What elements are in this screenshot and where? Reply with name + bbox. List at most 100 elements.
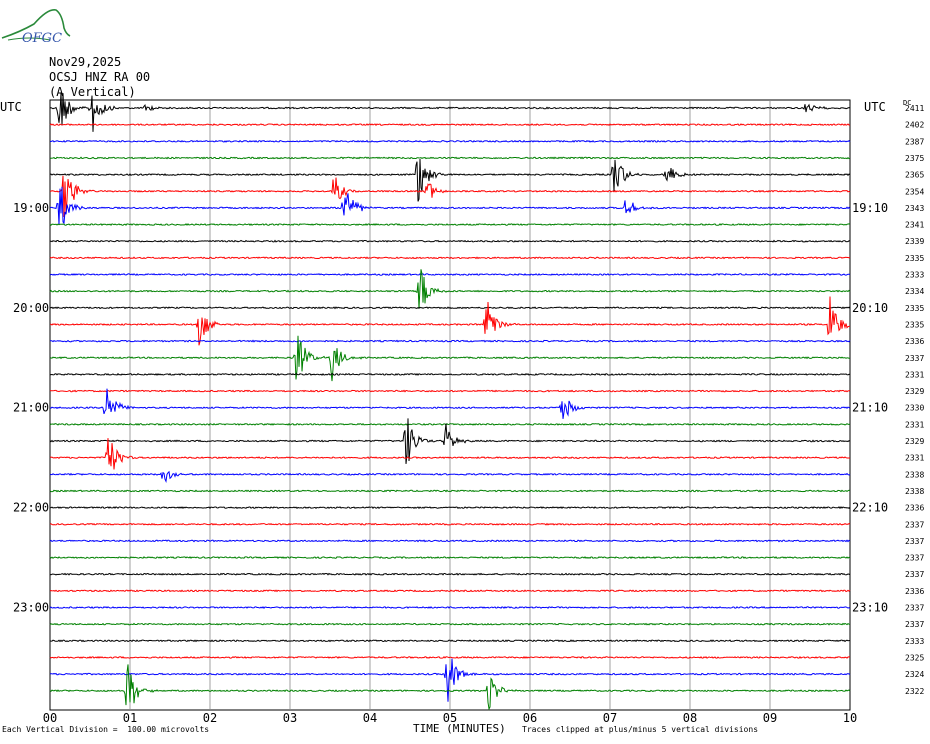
- dc-offset-value: 2334: [905, 287, 924, 296]
- seismic-trace: [49, 139, 851, 143]
- dc-offset-value: 2333: [905, 271, 924, 280]
- seismic-trace: [49, 388, 851, 419]
- seismic-trace: [49, 522, 851, 526]
- dc-offset-value: 2365: [905, 171, 924, 180]
- x-tick-label: 04: [363, 711, 377, 725]
- seismic-trace: [49, 92, 851, 132]
- seismic-trace: [49, 589, 851, 593]
- seismic-trace: [49, 658, 851, 702]
- seismic-trace: [49, 223, 851, 226]
- dc-offset-value: 2337: [905, 520, 924, 529]
- seismic-trace: [49, 273, 851, 276]
- seismic-trace: [49, 506, 851, 510]
- dc-offset-value: 2338: [905, 470, 924, 479]
- dc-offset-value: 2336: [905, 337, 924, 346]
- dc-offset-value: 2333: [905, 637, 924, 646]
- dc-header: DC: [903, 99, 912, 107]
- dc-offset-value: 2336: [905, 504, 924, 513]
- dc-offset-value: 2411: [905, 104, 924, 113]
- seismic-trace: [49, 664, 851, 711]
- seismic-trace: [49, 339, 851, 343]
- dc-offset-value: 2329: [905, 387, 924, 396]
- dc-offset-value: 2375: [905, 154, 924, 163]
- utc-label-left: UTC: [0, 100, 22, 114]
- time-label-left: 19:00: [13, 201, 49, 215]
- seismic-trace: [49, 175, 851, 218]
- dc-offset-value: 2337: [905, 554, 924, 563]
- seismic-trace: [49, 389, 851, 393]
- seismic-trace: [50, 296, 851, 346]
- record-date: Nov29,2025: [49, 55, 122, 69]
- dc-offset-value: 2331: [905, 454, 924, 463]
- seismic-trace: [49, 186, 851, 225]
- seismic-trace: [49, 418, 851, 464]
- dc-offset-value: 2337: [905, 604, 924, 613]
- dc-offset-value: 2331: [905, 370, 924, 379]
- logo-text: OFGC: [22, 31, 62, 46]
- dc-offset-value: 2337: [905, 620, 924, 629]
- ofgc-logo: OFGC: [1, 8, 71, 46]
- seismic-trace: [49, 539, 851, 543]
- dc-offset-value: 2337: [905, 354, 924, 363]
- time-label-right: 22:10: [852, 501, 888, 515]
- time-label-right: 20:10: [852, 301, 888, 315]
- dc-offset-value: 2337: [905, 570, 924, 579]
- time-label-left: 21:00: [13, 401, 49, 415]
- dc-offset-value: 2335: [905, 254, 924, 263]
- dc-offset-value: 2402: [905, 121, 924, 130]
- dc-offset-value: 2341: [905, 221, 924, 230]
- x-tick-label: 03: [283, 711, 297, 725]
- seismic-trace: [49, 335, 850, 382]
- time-label-left: 23:00: [13, 601, 49, 615]
- dc-offset-value: 2338: [905, 487, 924, 496]
- x-tick-label: 01: [123, 711, 137, 725]
- dc-offset-value: 2322: [905, 687, 924, 696]
- seismic-trace: [49, 422, 851, 426]
- component-label: (A Vertical): [49, 85, 136, 99]
- dc-offset-value: 2330: [905, 404, 924, 413]
- x-tick-label: 00: [43, 711, 57, 725]
- dc-offset-value: 2335: [905, 320, 924, 329]
- station-channel: OCSJ HNZ RA 00: [49, 70, 151, 84]
- dc-offset-value: 2325: [905, 653, 924, 662]
- seismic-trace: [49, 372, 851, 376]
- dc-offset-value: 2343: [905, 204, 924, 213]
- dc-offset-value: 2331: [905, 420, 924, 429]
- seismic-trace: [49, 606, 851, 609]
- seismic-trace: [49, 489, 851, 493]
- seismic-trace: [49, 572, 851, 576]
- seismic-trace: [49, 239, 851, 243]
- dc-offset-value: 2335: [905, 304, 924, 313]
- seismic-trace: [49, 556, 851, 559]
- seismic-trace: [49, 639, 851, 643]
- seismic-trace: [49, 622, 851, 626]
- dc-offset-value: 2387: [905, 137, 924, 146]
- seismic-trace: [49, 269, 851, 309]
- seismic-trace: [49, 156, 851, 160]
- dc-offset-value: 2354: [905, 187, 924, 196]
- utc-label-right: UTC: [864, 100, 886, 114]
- x-tick-label: 05: [443, 711, 457, 725]
- clip-note: Traces clipped at plus/minus 5 vertical …: [522, 725, 759, 734]
- seismic-trace: [49, 306, 851, 310]
- scale-note: Each Vertical Division = 100.00 microvol…: [2, 725, 210, 734]
- time-label-right: 21:10: [852, 401, 888, 415]
- seismic-trace: [49, 158, 851, 202]
- dc-offset-value: 2337: [905, 537, 924, 546]
- seismic-trace: [49, 438, 851, 470]
- seismic-trace: [49, 470, 851, 484]
- x-tick-label: 09: [763, 711, 777, 725]
- dc-offset-value: 2329: [905, 437, 924, 446]
- time-label-left: 20:00: [13, 301, 49, 315]
- x-axis-label: TIME (MINUTES): [413, 722, 506, 735]
- x-tick-label: 07: [603, 711, 617, 725]
- x-tick-label: 10: [843, 711, 857, 725]
- seismic-trace: [49, 655, 851, 659]
- x-tick-label: 08: [683, 711, 697, 725]
- time-label-right: 23:10: [852, 601, 888, 615]
- dc-offset-value: 2336: [905, 587, 924, 596]
- time-label-right: 19:10: [852, 201, 888, 215]
- seismic-trace: [49, 123, 851, 127]
- x-tick-label: 06: [523, 711, 537, 725]
